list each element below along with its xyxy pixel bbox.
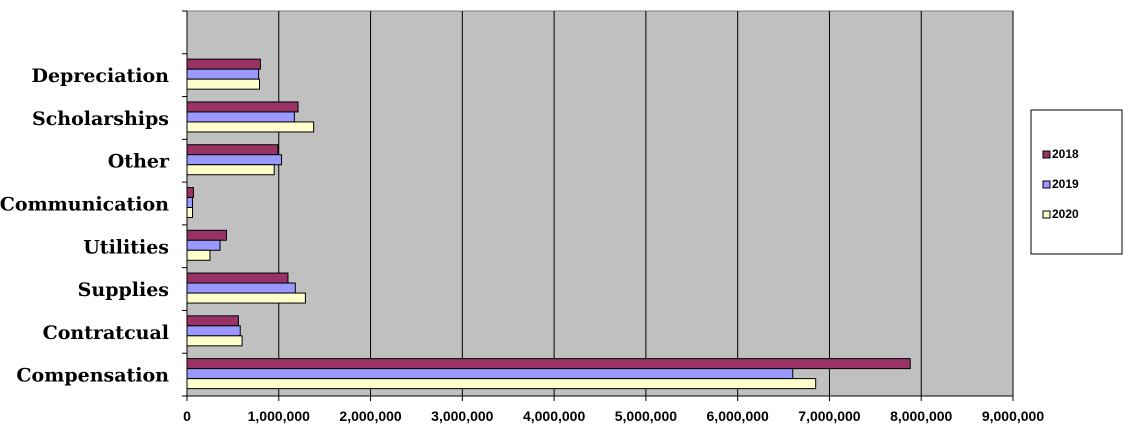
bar-2019-compensation [186, 368, 794, 380]
x-tick-label: 6,000,000 [707, 408, 769, 424]
bar-2020-depreciation [186, 78, 261, 90]
plot-area [186, 10, 1014, 397]
legend-label-2018: 2018 [1052, 147, 1079, 161]
x-tick-label: 1,000,000 [248, 408, 310, 424]
bar-2020-utilities [186, 249, 211, 261]
category-label: Scholarships [32, 108, 169, 130]
bar-2018-communication [186, 187, 194, 198]
bar-2019-depreciation [186, 68, 260, 80]
category-label: Compensation [16, 365, 169, 387]
legend-swatch-2018 [1042, 150, 1051, 159]
bar-2019-contratcual [186, 325, 241, 337]
x-tick-label: 8,000,000 [890, 408, 952, 424]
bar-2018-supplies [186, 272, 289, 284]
legend-swatch-2019 [1042, 180, 1051, 189]
bar-2020-communication [186, 207, 194, 218]
legend-swatch-2020 [1042, 210, 1051, 219]
bar-2019-utilities [186, 239, 221, 251]
bar-2020-scholarships [186, 121, 315, 133]
bar-2019-supplies [186, 282, 296, 294]
category-label: Depreciation [31, 65, 169, 87]
legend-label-2019: 2019 [1052, 177, 1079, 191]
x-tick-label: 7,000,000 [798, 408, 860, 424]
bar-2020-contratcual [186, 335, 243, 347]
bar-2018-utilities [186, 229, 227, 241]
bar-2018-depreciation [186, 58, 261, 70]
bar-2018-contratcual [186, 315, 239, 327]
bar-2020-compensation [186, 378, 817, 390]
category-label: Supplies [78, 279, 169, 301]
x-tick-label: 3,000,000 [431, 408, 493, 424]
legend-label-2020: 2020 [1052, 207, 1079, 221]
category-label: Communication [0, 194, 169, 216]
category-label: Utilities [83, 236, 169, 258]
bar-2019-scholarships [186, 111, 295, 123]
bar-2018-scholarships [186, 101, 299, 113]
bar-2020-other [186, 164, 275, 176]
bar-2018-compensation [186, 358, 911, 370]
category-label: Other [108, 151, 170, 173]
bar-2019-other [186, 154, 283, 166]
bar-2020-supplies [186, 292, 306, 304]
category-label: Contratcual [43, 322, 169, 344]
x-tick-label: 9,000,000 [982, 408, 1044, 424]
bar-2018-other [186, 144, 279, 156]
x-tick-label: 0 [183, 408, 191, 424]
bar-2019-communication [186, 197, 194, 208]
x-tick-label: 5,000,000 [615, 408, 677, 424]
x-tick-label: 2,000,000 [339, 408, 401, 424]
x-tick-label: 4,000,000 [523, 408, 585, 424]
